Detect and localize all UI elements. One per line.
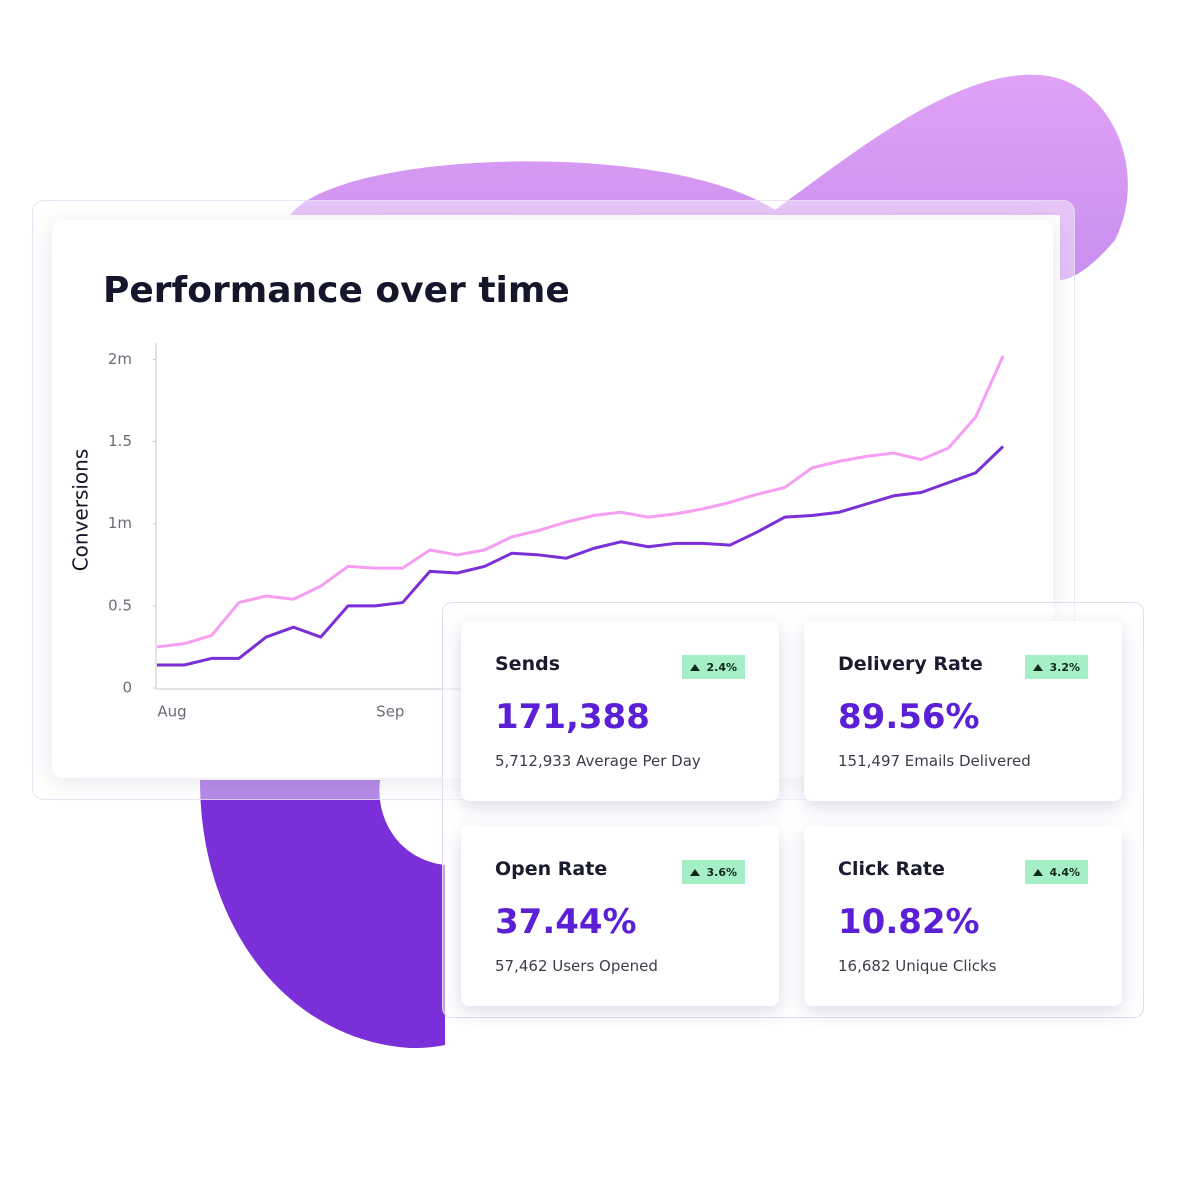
purple-blob xyxy=(200,780,445,1048)
stat-title: Delivery Rate xyxy=(838,653,983,675)
up-arrow xyxy=(690,868,701,876)
stat-subtitle: 5,712,933 Average Per Day xyxy=(495,752,701,770)
pink-blob xyxy=(290,74,1128,280)
y-tick-label: 2m xyxy=(108,350,132,368)
badge-text: 4.4% xyxy=(1049,865,1080,879)
stat-value: 37.44% xyxy=(495,902,637,942)
stat-value: 10.82% xyxy=(838,902,980,942)
stat-card: Sends 2.4% 171,388 5,712,933 Average Per Da… xyxy=(461,621,779,801)
change-badge: 4.4% xyxy=(1025,860,1088,884)
up-arrow xyxy=(1033,663,1044,671)
x-tick-label: Aug xyxy=(157,703,186,721)
stat-subtitle: 16,682 Unique Clicks xyxy=(838,957,997,975)
y-tick-label: 1m xyxy=(108,514,132,532)
up-arrow xyxy=(1033,868,1044,876)
stat-value: 171,388 xyxy=(495,697,650,737)
change-badge: 3.2% xyxy=(1025,655,1088,679)
stat-subtitle: 57,462 Users Opened xyxy=(495,957,658,975)
y-axis-label: Conversions xyxy=(69,449,93,572)
badge-text: 3.2% xyxy=(1049,660,1080,674)
stat-card: Delivery Rate 3.2% 89.56% 151,497 Emails De… xyxy=(804,621,1122,801)
line-series xyxy=(156,355,1005,649)
change-badge: 3.6% xyxy=(682,860,745,884)
chart-title: Performance over time xyxy=(103,270,570,311)
stat-subtitle: 151,497 Emails Delivered xyxy=(838,752,1031,770)
stat-value: 89.56% xyxy=(838,697,980,737)
y-tick-label: 1.5 xyxy=(108,432,132,450)
stat-card: Open Rate 3.6% 37.44% 57,462 Users Opened xyxy=(461,826,779,1006)
y-tick-label: 0.5 xyxy=(108,596,132,614)
stat-title: Click Rate xyxy=(838,858,945,880)
line-series xyxy=(157,445,1005,667)
stat-title: Sends xyxy=(495,653,561,675)
y-tick-label: 0 xyxy=(122,679,132,697)
up-arrow xyxy=(690,663,701,671)
x-tick-label: Sep xyxy=(376,703,404,721)
stat-card: Click Rate 4.4% 10.82% 16,682 Unique Clicks xyxy=(804,826,1122,1006)
stats-panel: Sends 2.4% 171,388 5,712,933 Average Per Da… xyxy=(442,602,1144,1018)
stat-title: Open Rate xyxy=(495,858,608,880)
badge-text: 3.6% xyxy=(706,865,737,879)
badge-text: 2.4% xyxy=(706,660,737,674)
change-badge: 2.4% xyxy=(682,655,745,679)
